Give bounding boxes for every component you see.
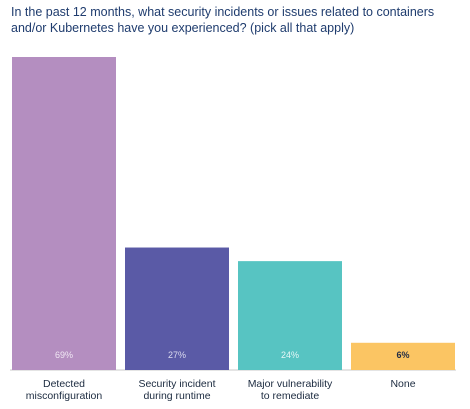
bar-0 [12,57,116,370]
chart-title: In the past 12 months, what security inc… [11,5,435,35]
bar-value-label-2: 24% [281,350,299,360]
bar-1 [125,247,229,370]
category-label-0: Detected misconfiguration [26,378,103,402]
bar-value-label-3: 6% [396,350,409,360]
bar-value-label-0: 69% [55,350,73,360]
category-label-3: None [390,378,415,390]
category-label-1: Security incident during runtime [138,378,215,402]
bar-2 [238,261,342,370]
category-label-2: Major vulnerability to remediate [248,378,333,402]
bar-3 [351,342,455,370]
bar-value-label-1: 27% [168,350,186,360]
